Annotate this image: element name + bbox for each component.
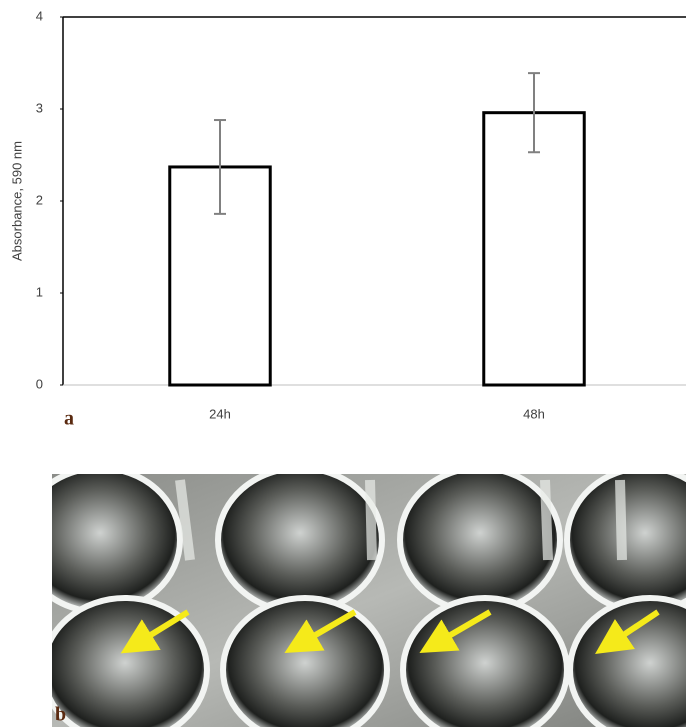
y-tick-label: 3 (36, 100, 43, 115)
x-tick-label: 48h (523, 406, 545, 421)
y-tick-label: 1 (36, 284, 43, 299)
error-bar (214, 119, 226, 215)
bar (482, 111, 586, 387)
panel-label: b (55, 704, 66, 726)
y-axis-title: Absorbance, 590 nm (9, 141, 24, 261)
error-bar (528, 72, 540, 154)
panel-label: a (64, 408, 74, 430)
y-tick-label: 2 (36, 192, 43, 207)
x-tick-label: 24h (209, 406, 231, 421)
y-tick-label: 0 (36, 376, 43, 391)
photo (52, 474, 686, 727)
y-tick-label: 4 (36, 8, 43, 23)
